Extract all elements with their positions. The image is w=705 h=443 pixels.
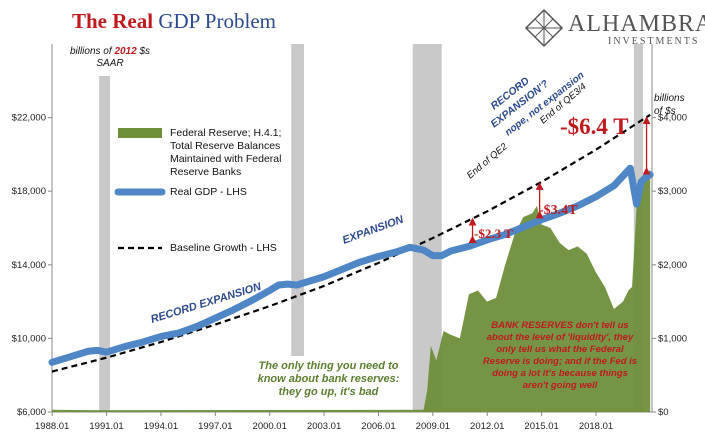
title-part-real: The Real (72, 9, 154, 33)
legend-gdp-label: Real GDP - LHS (170, 186, 247, 198)
logo-name: ALHAMBRA (568, 11, 705, 37)
recession-band (412, 44, 442, 412)
x-tick-label: 2006.01 (361, 421, 395, 432)
unit-left-text-end: $s (139, 46, 151, 57)
legend-reserves-line: Reserve Banks (170, 166, 242, 178)
right-axis-unit: billions of $s (654, 92, 694, 118)
x-tick-label: 1997.01 (198, 421, 232, 432)
note-line: know about bank reserves: (257, 373, 400, 385)
annotation-liquidity-note: BANK RESERVES don't tell us about the le… (480, 320, 640, 392)
y-left-tick-label: $10,000 (12, 333, 46, 344)
logo-mark (524, 8, 564, 48)
unit-right-line1: billions (654, 93, 685, 104)
legend-reserves-line: Federal Reserve; H.4.1; (170, 127, 282, 139)
reserves-area-layer (52, 169, 651, 412)
y-left-tick-label: $6,000 (17, 407, 46, 418)
note-line: The only thing you need to (258, 360, 399, 372)
recession-band (291, 44, 304, 356)
note-line: doing a lot it's because things (492, 368, 628, 379)
y-left-tick-label: $22,000 (12, 113, 46, 124)
gap-label-2015: -$3.4T (539, 203, 578, 218)
real-gdp-line (48, 164, 654, 366)
unit-left-saar: SAAR (96, 58, 124, 69)
annotation-reserves-note: The only thing you need to know about ba… (251, 360, 406, 399)
x-tick-label: 1991.01 (89, 421, 123, 432)
y-left-tick-label: $18,000 (12, 186, 46, 197)
title-part-gdp: GDP Problem (158, 9, 276, 33)
logo-subtitle: INVESTMENTS (608, 36, 700, 47)
legend-swatches (114, 8, 564, 250)
y-left-tick-label: $14,000 (12, 260, 46, 271)
chart-title: The Real GDP Problem (72, 9, 276, 34)
logo-lattice (526, 10, 562, 46)
legend-reserves-swatch (118, 128, 162, 138)
note-line: about the level of 'liquidity', they (486, 332, 634, 343)
y-right-tick-label: $3,000 (658, 186, 687, 197)
baseline-growth-line (51, 113, 651, 373)
note-line: Reserve is doing; and if the Fed is (482, 356, 638, 367)
note-line: aren't going well (522, 380, 598, 391)
note-line: they go up, it's bad (278, 386, 379, 398)
x-tick-label: 2018.01 (579, 421, 613, 432)
x-tick-label: 2012.01 (470, 421, 504, 432)
y-right-tick-label: $0 (658, 407, 669, 418)
y-right-tick-label: $1,000 (658, 333, 687, 344)
legend-reserves-line: Maintained with Federal (170, 153, 282, 165)
legend-baseline-label: Baseline Growth - LHS (170, 242, 277, 254)
reserves-area (52, 169, 651, 412)
legend-reserves-label: Federal Reserve; H.4.1; Total Reserve Ba… (170, 127, 281, 179)
unit-left-text: billions of (69, 46, 112, 57)
unit-left-year: 2012 (114, 46, 137, 57)
x-tick-label: 1994.01 (144, 421, 178, 432)
end-qe2-label: End of QE2 (465, 141, 510, 181)
x-tick-label: 2009.01 (416, 421, 450, 432)
unit-right-line2: of $s (654, 106, 676, 117)
x-tick-label: 2000.01 (253, 421, 287, 432)
gap-label-2011: -$2.3 T (474, 226, 513, 241)
left-axis-unit: billions of 2012 $s SAAR (66, 46, 154, 70)
x-tick-label: 2015.01 (524, 421, 558, 432)
legend-reserves-line: Total Reserve Balances (170, 140, 281, 152)
note-line: BANK RESERVES don't tell us (491, 320, 629, 331)
note-line: only tell us what the Federal (496, 344, 624, 355)
y-right-tick-label: $2,000 (658, 260, 687, 271)
gap-label-2020: -$6.4 T (560, 114, 629, 139)
y-right-tick-label: $4,000 (658, 113, 687, 124)
x-tick-label: 2003.01 (307, 421, 341, 432)
x-tick-label: 1988.01 (35, 421, 69, 432)
expansion-label: EXPANSION (341, 213, 406, 247)
series-lines-layer (48, 113, 654, 373)
tick-labels-layer: 1988.01 1991.01 1994.01 1997.01 2000.01 2003.… (12, 113, 687, 432)
recession-band (99, 76, 111, 412)
